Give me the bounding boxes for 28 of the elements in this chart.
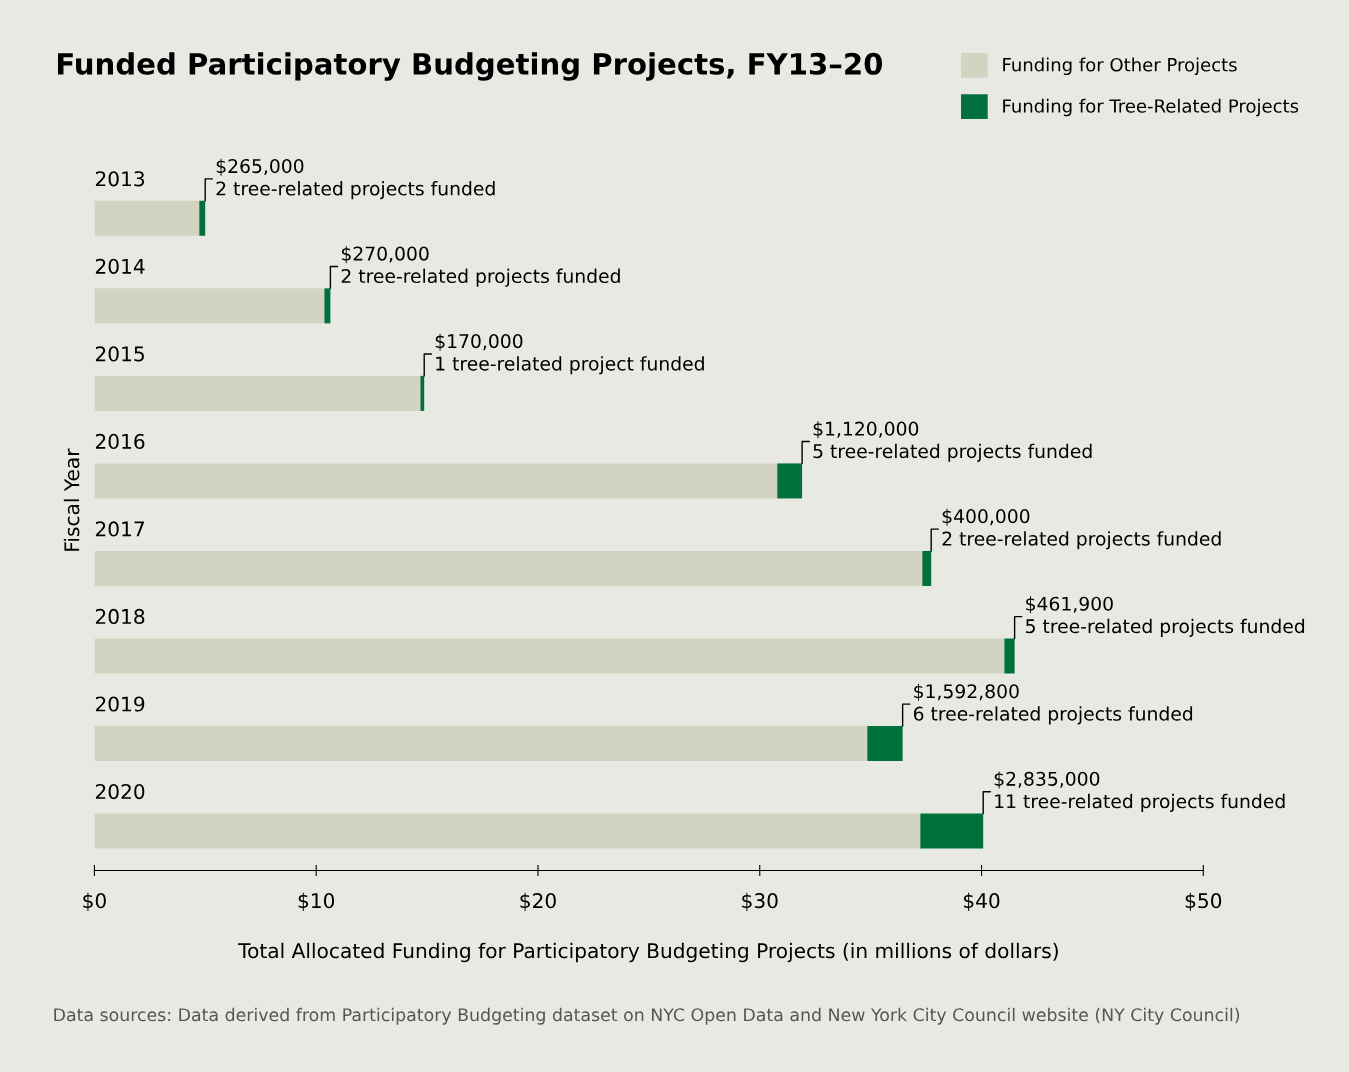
- legend-label: Funding for Other Projects: [1003, 57, 1237, 76]
- annotation: $1,120,000 5 tree-related projects funded: [813, 421, 1092, 462]
- y-tick-label: 2020: [95, 783, 145, 800]
- legend-label: Funding for Tree-Related Projects: [1003, 98, 1299, 117]
- y-tick-label: 2016: [95, 433, 145, 450]
- y-tick-label: 2014: [95, 258, 145, 274]
- annotation: $461,900 5 tree-related projects funded: [1026, 596, 1305, 637]
- y-tick-label: 2017: [95, 521, 144, 537]
- x-tick-label: $50: [1185, 892, 1222, 911]
- x-axis-title: Total Allocated Funding for Participatory Budgeting Projects (in millions of dollars): [238, 942, 1058, 963]
- y-tick-label: 2015: [95, 346, 144, 362]
- x-tick-label: $20: [520, 892, 556, 911]
- y-axis-title: Fiscal Year: [63, 448, 80, 551]
- text: Data sources: Data derived from Participatory Budgeting dataset on NYC Open Data and New York City Council website (NY City Council): [54, 1007, 1240, 1025]
- x-tick-label: $10: [298, 892, 335, 911]
- annotation: $400,000 2 tree-related projects funded: [942, 508, 1221, 550]
- annotation: $270,000 2 tree-related projects funded: [341, 246, 620, 287]
- annotation: $2,835,000 11 tree-related projects funded: [994, 771, 1285, 812]
- annotation: $265,000 2 tree-related projects funded: [216, 158, 495, 200]
- x-tick-label: $40: [963, 892, 1000, 911]
- y-tick-label: 2018: [95, 608, 145, 625]
- x-tick-label: $30: [742, 892, 778, 911]
- y-tick-label: 2013: [95, 171, 145, 187]
- annotation: $170,000 1 tree-related project funded: [435, 333, 704, 375]
- y-tick-label: 2019: [95, 696, 145, 712]
- annotation: $1,592,800 6 tree-related projects funded: [913, 683, 1193, 725]
- chart-title: Funded Participatory Budgeting Projects, FY13–20: [57, 52, 883, 81]
- x-tick-label: $0: [83, 892, 106, 911]
